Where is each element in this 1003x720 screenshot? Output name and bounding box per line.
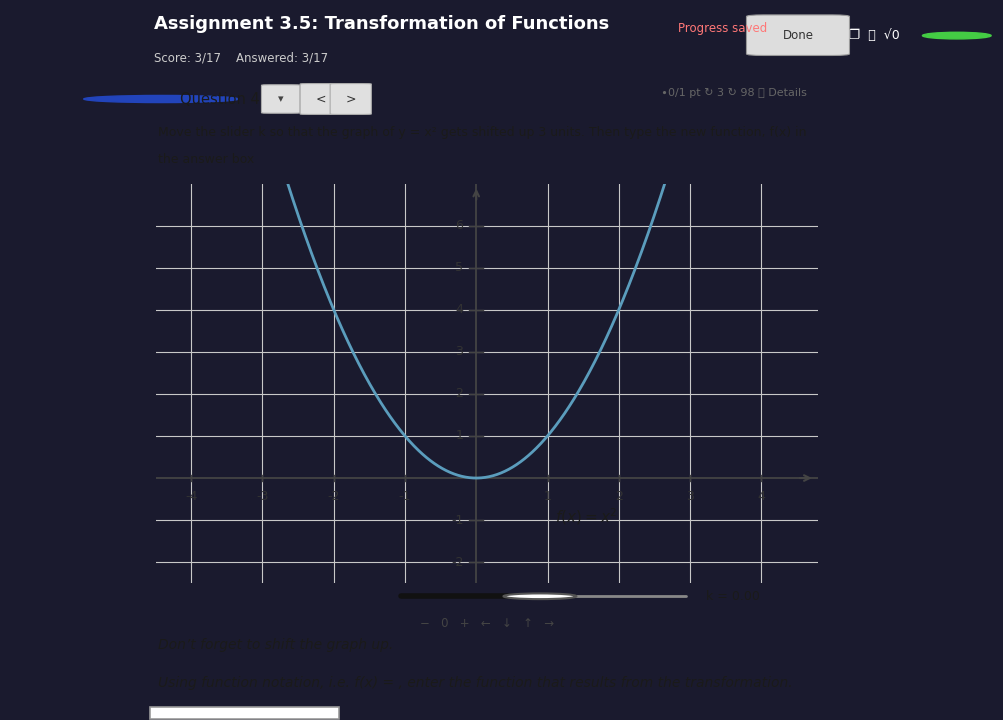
Circle shape bbox=[504, 593, 576, 599]
Text: ▾: ▾ bbox=[277, 94, 283, 104]
Text: k = 0.00: k = 0.00 bbox=[705, 590, 758, 603]
Text: 1: 1 bbox=[543, 490, 551, 503]
Text: -4: -4 bbox=[185, 490, 198, 503]
Text: ❐  ⎙  √0: ❐ ⎙ √0 bbox=[849, 29, 900, 42]
Circle shape bbox=[83, 96, 238, 102]
Text: Done: Done bbox=[781, 29, 812, 42]
Text: Assignment 3.5: Transformation of Functions: Assignment 3.5: Transformation of Functi… bbox=[154, 15, 609, 33]
Circle shape bbox=[922, 32, 990, 39]
Text: 6: 6 bbox=[455, 219, 463, 232]
Text: -3: -3 bbox=[256, 490, 269, 503]
Text: Question 4: Question 4 bbox=[180, 91, 260, 107]
Text: 5: 5 bbox=[455, 261, 463, 274]
Text: 3: 3 bbox=[685, 490, 693, 503]
FancyBboxPatch shape bbox=[746, 15, 849, 55]
Text: Move the slider k so that the graph of y = x² gets shifted up 3 units. Then type: Move the slider k so that the graph of y… bbox=[158, 126, 806, 139]
Text: -2: -2 bbox=[327, 490, 340, 503]
Text: 2: 2 bbox=[614, 490, 622, 503]
Text: -2: -2 bbox=[450, 556, 463, 569]
Text: 4: 4 bbox=[455, 303, 463, 316]
FancyBboxPatch shape bbox=[300, 84, 341, 114]
Text: $f(x) = x^2$: $f(x) = x^2$ bbox=[554, 506, 617, 527]
Text: <: < bbox=[315, 92, 326, 106]
FancyBboxPatch shape bbox=[261, 85, 300, 113]
Text: >: > bbox=[345, 92, 356, 106]
Text: Using function notation, i.e. f(x) = , enter the function that results from the : Using function notation, i.e. f(x) = , e… bbox=[158, 675, 792, 690]
Text: Progress saved: Progress saved bbox=[677, 22, 766, 35]
FancyBboxPatch shape bbox=[149, 707, 338, 719]
Text: 2: 2 bbox=[455, 387, 463, 400]
Text: -1: -1 bbox=[450, 513, 463, 526]
Text: 1: 1 bbox=[455, 429, 463, 443]
Text: the answer box: the answer box bbox=[158, 153, 255, 166]
Text: 4: 4 bbox=[756, 490, 764, 503]
Text: Don’t forget to shift the graph up.: Don’t forget to shift the graph up. bbox=[158, 638, 393, 652]
Text: −   0   +   ←   ↓   ↑   →: − 0 + ← ↓ ↑ → bbox=[419, 617, 554, 630]
Text: -1: -1 bbox=[398, 490, 411, 503]
Text: 3: 3 bbox=[455, 346, 463, 359]
FancyBboxPatch shape bbox=[330, 84, 371, 114]
Text: Score: 3/17    Answered: 3/17: Score: 3/17 Answered: 3/17 bbox=[154, 51, 328, 64]
Text: ∙0/1 pt ↻ 3 ↻ 98 ⓘ Details: ∙0/1 pt ↻ 3 ↻ 98 ⓘ Details bbox=[660, 88, 805, 98]
